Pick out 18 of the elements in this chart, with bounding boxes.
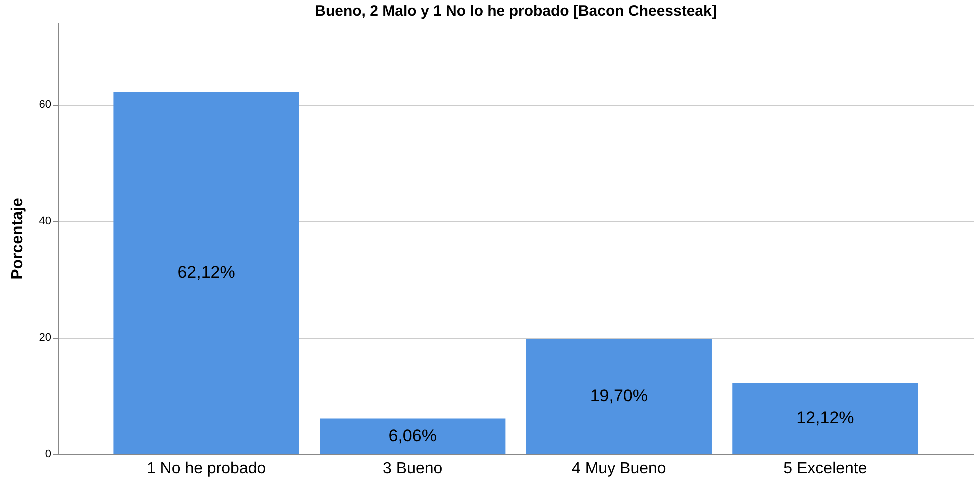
y-axis-title: Porcentaje (9, 198, 26, 280)
data-label: 6,06% (388, 426, 437, 446)
y-tick-label: 20 (39, 332, 52, 344)
bar (526, 339, 712, 454)
data-label: 19,70% (590, 386, 648, 406)
bar (320, 418, 506, 454)
bar (114, 92, 300, 454)
y-tick-label: 0 (45, 448, 52, 460)
chart-title: Bueno, 2 Malo y 1 No lo he probado [Bacon Cheessteak] (315, 3, 717, 20)
y-tick-label: 40 (39, 216, 52, 228)
x-tick-label: 5 Excelente (784, 460, 868, 478)
x-tick-label: 4 Muy Bueno (572, 460, 666, 478)
x-tick-label: 1 No he probado (146, 460, 266, 478)
bar (732, 383, 918, 454)
data-label: 12,12% (796, 408, 854, 428)
y-tick-label: 60 (39, 99, 52, 112)
data-label: 62,12% (178, 263, 236, 282)
x-tick-label: 3 Bueno (383, 460, 443, 478)
